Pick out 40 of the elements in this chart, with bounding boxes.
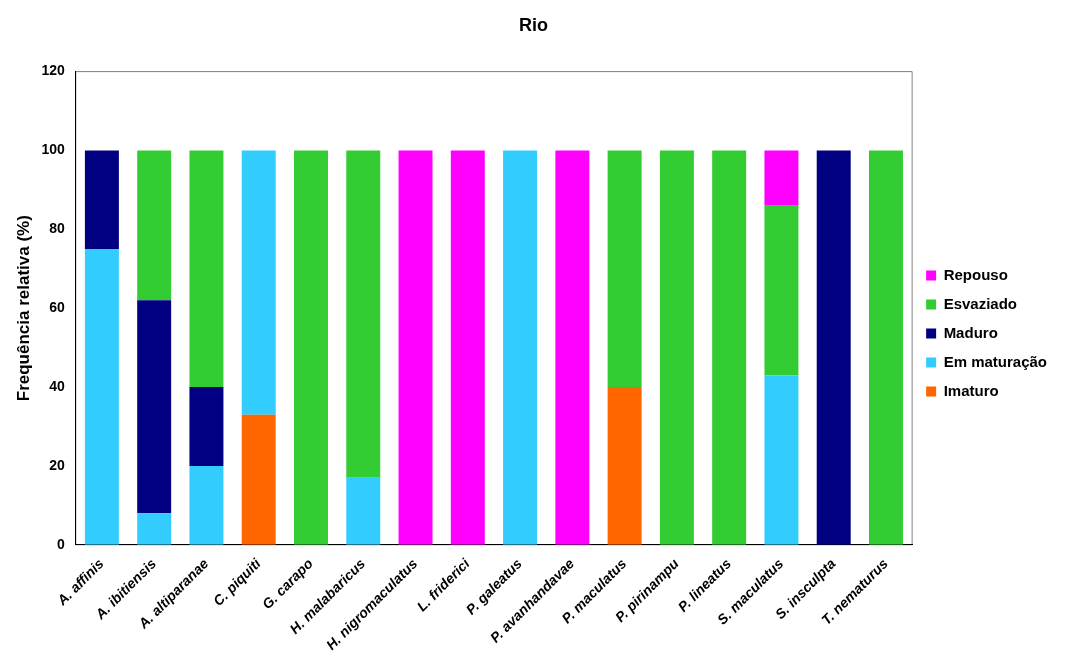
bar [189,465,224,545]
bar [607,150,642,388]
bar [764,375,799,545]
bar [137,150,172,301]
bar [84,150,119,250]
bar [607,387,642,545]
bar [869,150,903,545]
bar [189,150,224,388]
legend-label: Em maturação [943,352,1047,370]
bar [555,150,590,545]
legend-label: Repouso [943,265,1008,283]
bar [450,150,485,545]
y-tick-label: 120 [41,62,65,79]
bar [398,150,433,545]
bar [346,477,381,545]
bar [503,150,538,545]
legend-label: Esvaziado [943,294,1017,312]
legend-label: Maduro [943,323,998,341]
bar [346,150,381,478]
y-tick-label: 40 [49,377,65,394]
bar [137,513,172,545]
bar [712,150,747,545]
bar [137,300,172,514]
bar [816,150,851,545]
y-axis-title: Frequência relativa (%) [13,215,33,402]
y-tick-label: 0 [56,535,65,552]
chart-title: Rio [519,14,548,35]
bar [294,150,328,545]
y-tick-label: 20 [49,456,65,473]
bar [764,205,799,376]
y-tick-label: 80 [49,220,65,237]
bar [241,150,276,415]
y-tick-label: 60 [49,299,65,316]
bar [189,387,224,466]
bar [241,414,276,545]
y-tick-label: 100 [41,141,65,158]
bar [659,150,694,545]
bar [84,249,119,545]
legend-label: Imaturo [943,381,999,399]
bar [764,150,799,206]
